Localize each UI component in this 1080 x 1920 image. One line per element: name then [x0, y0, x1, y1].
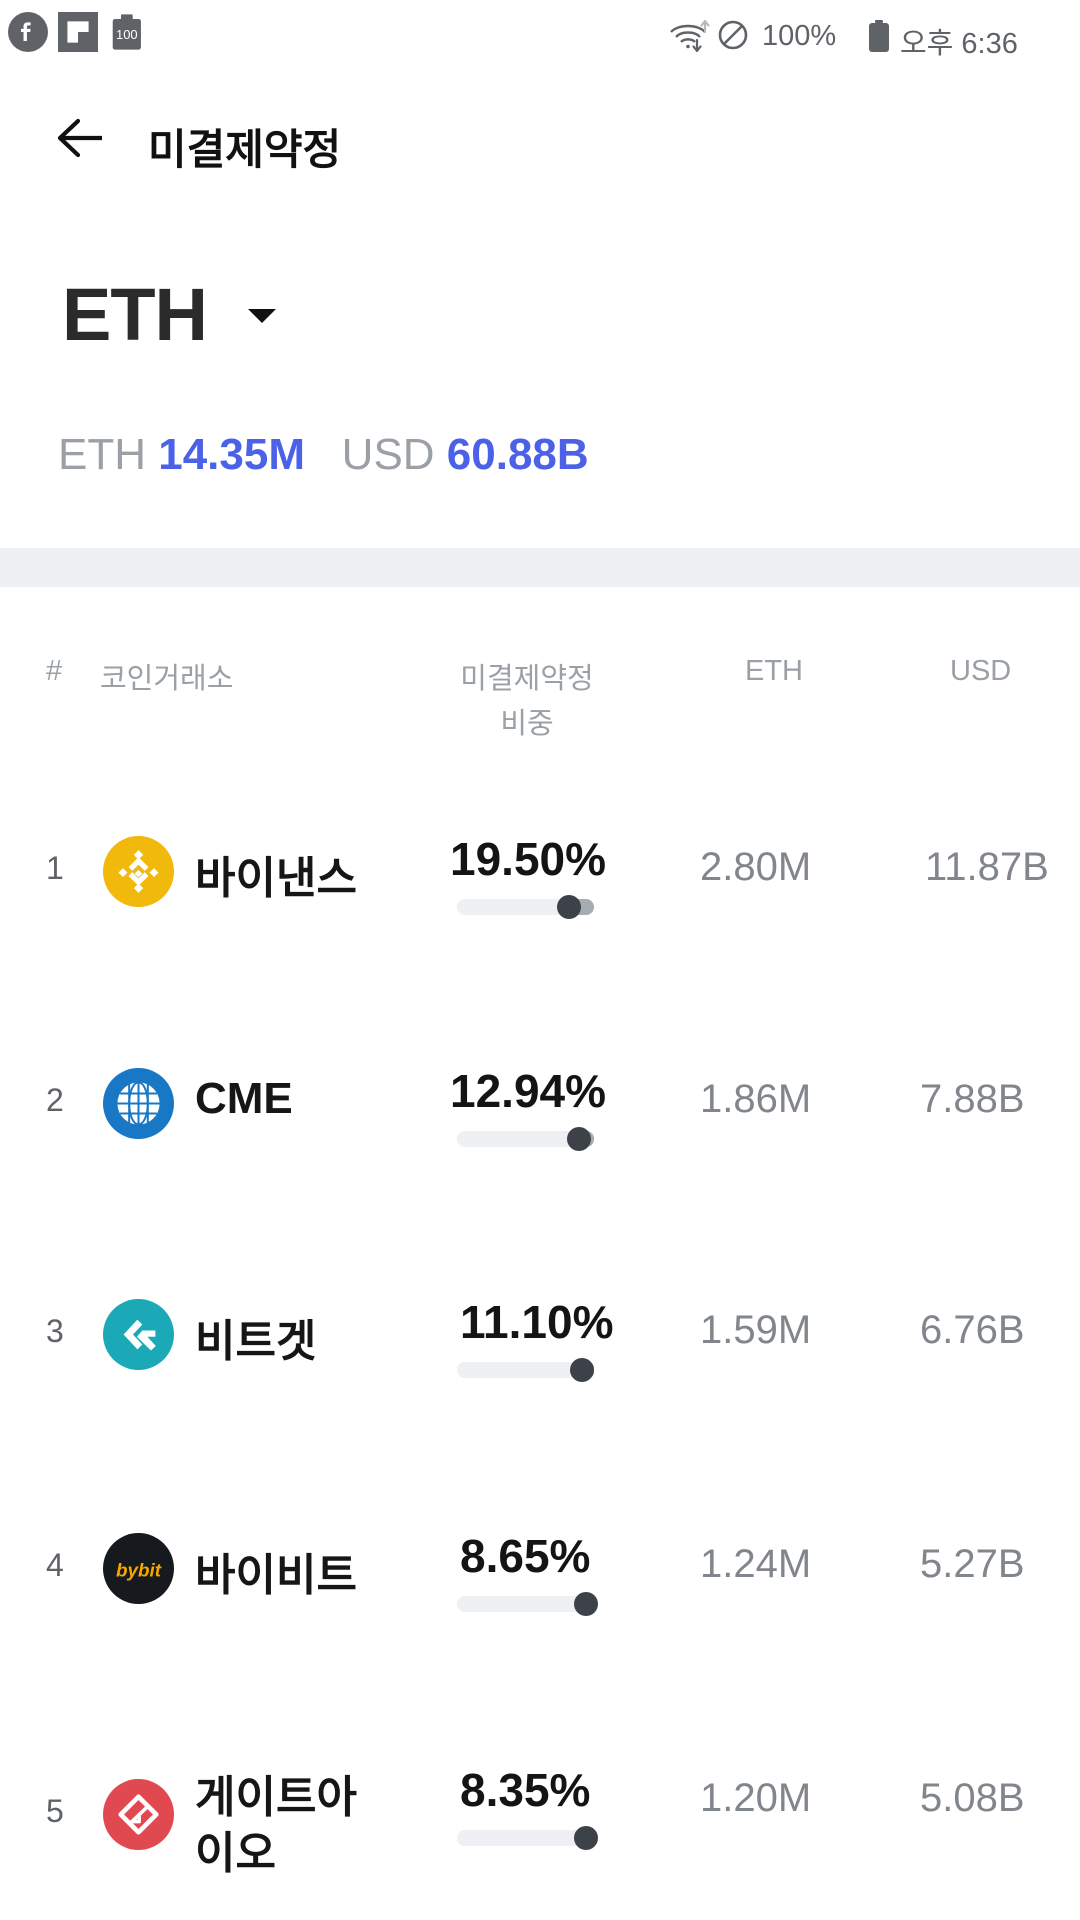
svg-text:100: 100 — [116, 27, 138, 42]
svg-text:bybit: bybit — [116, 1559, 162, 1580]
